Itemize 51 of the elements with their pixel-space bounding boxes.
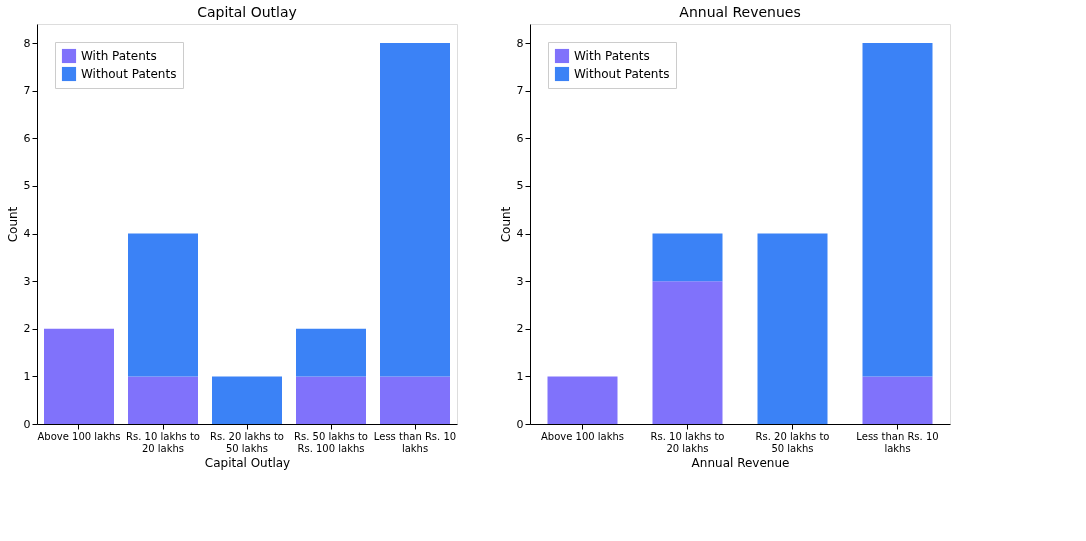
y-tick-label: 8	[516, 36, 524, 50]
x-tick-label: Less than Rs. 10 lakhs	[373, 430, 457, 454]
legend-label: Without Patents	[81, 67, 177, 81]
y-tick-label: 4	[23, 227, 31, 241]
y-tick-label: 1	[23, 369, 31, 383]
bar	[380, 376, 450, 424]
x-tick-label: Rs. 20 lakhs to 50 lakhs	[210, 430, 284, 454]
chart-title: Annual Revenues	[679, 4, 801, 20]
bar	[757, 233, 828, 424]
chart-title: Capital Outlay	[197, 4, 297, 20]
x-tick-label: Rs. 50 lakhs to Rs. 100 lakhs	[294, 430, 368, 454]
y-tick-label: 7	[23, 84, 31, 98]
bar	[296, 376, 366, 424]
bar	[128, 233, 198, 377]
y-tick-label: 2	[516, 322, 524, 336]
y-axis-title: Count	[498, 206, 513, 243]
bar	[652, 281, 723, 424]
x-tick-label: Rs. 20 lakhs to 50 lakhs	[755, 430, 830, 454]
bar	[380, 43, 450, 377]
bar	[547, 376, 618, 424]
bar	[652, 233, 723, 282]
y-tick-label: 4	[516, 227, 524, 241]
y-tick-label: 0	[23, 417, 31, 431]
legend-label: Without Patents	[574, 67, 670, 81]
x-axis-title: Capital Outlay	[204, 455, 291, 470]
y-tick-label: 5	[516, 179, 524, 193]
legend-label: With Patents	[574, 49, 650, 63]
y-tick-label: 3	[516, 274, 524, 288]
bar	[212, 376, 282, 424]
y-tick-label: 0	[516, 417, 524, 431]
x-tick-label: Rs. 10 lakhs to 20 lakhs	[126, 430, 200, 454]
y-tick-label: 6	[516, 131, 524, 145]
x-tick-label: Rs. 10 lakhs to 20 lakhs	[650, 430, 725, 454]
bar	[862, 376, 933, 424]
x-tick-label: Above 100 lakhs	[37, 430, 121, 442]
y-tick-label: 3	[23, 274, 31, 288]
y-tick-label: 5	[23, 179, 31, 193]
bar	[862, 43, 933, 377]
y-tick-label: 6	[23, 131, 31, 145]
x-tick-label: Less than Rs. 10 lakhs	[856, 430, 939, 454]
y-tick-label: 8	[23, 36, 31, 50]
bar	[128, 376, 198, 424]
x-axis-title: Annual Revenue	[691, 455, 790, 470]
bar	[44, 328, 114, 424]
y-tick-label: 1	[516, 369, 524, 383]
bar	[296, 328, 366, 377]
y-tick-label: 2	[23, 322, 31, 336]
x-tick-label: Above 100 lakhs	[540, 430, 625, 442]
y-axis-title: Count	[5, 206, 20, 243]
legend-label: With Patents	[81, 49, 157, 63]
y-tick-label: 7	[516, 84, 524, 98]
